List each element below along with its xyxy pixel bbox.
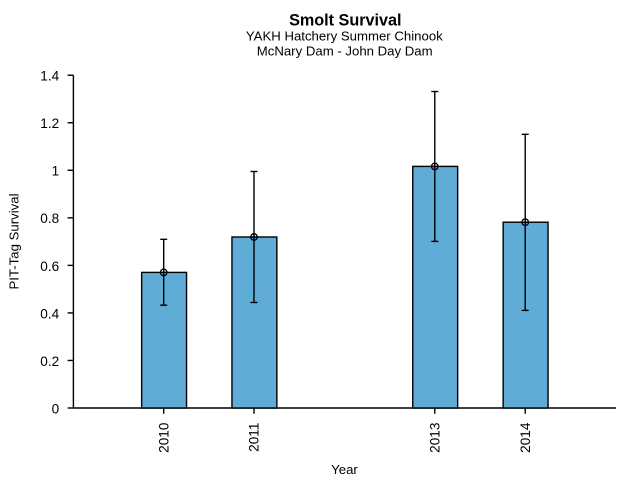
svg-text:2014: 2014 bbox=[518, 422, 533, 453]
svg-text:1: 1 bbox=[52, 164, 60, 179]
svg-text:0.2: 0.2 bbox=[40, 354, 59, 369]
svg-text:Smolt Survival: Smolt Survival bbox=[289, 12, 401, 30]
svg-text:1.2: 1.2 bbox=[40, 116, 59, 131]
svg-text:Year: Year bbox=[331, 462, 358, 477]
svg-text:0: 0 bbox=[52, 401, 60, 416]
svg-text:0.4: 0.4 bbox=[40, 306, 59, 321]
svg-text:2011: 2011 bbox=[247, 423, 262, 452]
svg-text:PIT-Tag Survival: PIT-Tag Survival bbox=[6, 193, 21, 289]
svg-text:0.8: 0.8 bbox=[40, 211, 59, 226]
svg-text:2013: 2013 bbox=[428, 423, 443, 453]
svg-text:McNary Dam - John Day Dam: McNary Dam - John Day Dam bbox=[257, 44, 433, 59]
svg-text:0.6: 0.6 bbox=[40, 259, 59, 274]
svg-text:YAKH Hatchery Summer Chinook: YAKH Hatchery Summer Chinook bbox=[246, 29, 443, 44]
svg-text:2010: 2010 bbox=[156, 422, 171, 453]
svg-text:1.4: 1.4 bbox=[40, 69, 59, 84]
